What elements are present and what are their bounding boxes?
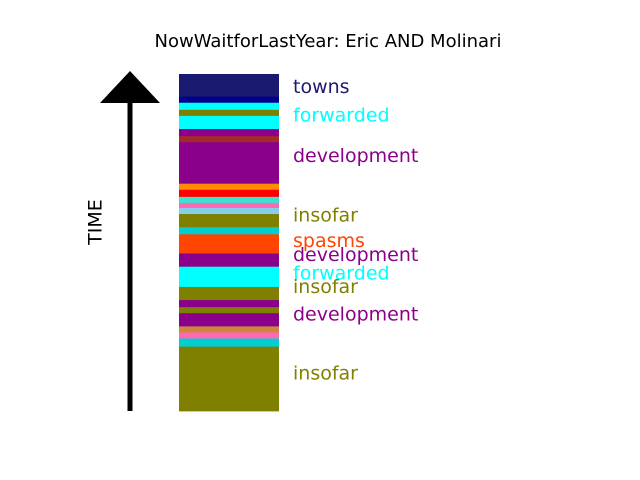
band-label: insofar xyxy=(293,362,358,384)
timeline-segment xyxy=(179,312,279,327)
band-label: insofar xyxy=(293,276,358,298)
timeline-segment xyxy=(179,74,279,97)
timeline-segment xyxy=(179,286,279,301)
band-label: insofar xyxy=(293,205,358,227)
band-label: development xyxy=(293,145,418,167)
band-labels: townsforwardeddevelopmentinsofarspasmsde… xyxy=(293,76,418,384)
timeline-segment xyxy=(179,109,279,116)
band-label: spasms xyxy=(293,230,365,252)
timeline-segment xyxy=(179,253,279,267)
band-label: forwarded xyxy=(293,262,390,284)
time-axis-label: TIME xyxy=(85,199,107,246)
timeline-segment xyxy=(179,135,279,143)
timeline-segment xyxy=(179,128,279,137)
timeline-segment xyxy=(179,207,279,215)
timeline-segment xyxy=(179,226,279,235)
timeline-segment xyxy=(179,332,279,339)
timeline-segment xyxy=(179,202,279,208)
time-arrow xyxy=(100,71,160,411)
timeline-segment xyxy=(179,233,279,254)
timeline-segment xyxy=(179,115,279,130)
timeline-segment xyxy=(179,346,279,412)
band-label: development xyxy=(293,304,418,326)
timeline-segment xyxy=(179,189,279,197)
timeline-segment xyxy=(179,141,279,184)
band-label: towns xyxy=(293,76,350,98)
timeline-segment xyxy=(179,325,279,333)
time-arrow-head xyxy=(100,71,160,103)
timeline-segment xyxy=(179,299,279,308)
timeline-segment xyxy=(179,183,279,190)
timeline-segment xyxy=(179,306,279,314)
band-label: forwarded xyxy=(293,104,390,126)
timeline-segment xyxy=(179,338,279,347)
timeline-segment xyxy=(179,96,279,103)
timeline-segment xyxy=(179,196,279,203)
timeline-segment xyxy=(179,102,279,110)
timeline-segment xyxy=(179,213,279,228)
band-label: development xyxy=(293,244,418,266)
timeline-segment xyxy=(179,266,279,287)
timeline-stack xyxy=(179,74,279,412)
page-title: NowWaitforLastYear: Eric AND Molinari xyxy=(154,31,502,52)
